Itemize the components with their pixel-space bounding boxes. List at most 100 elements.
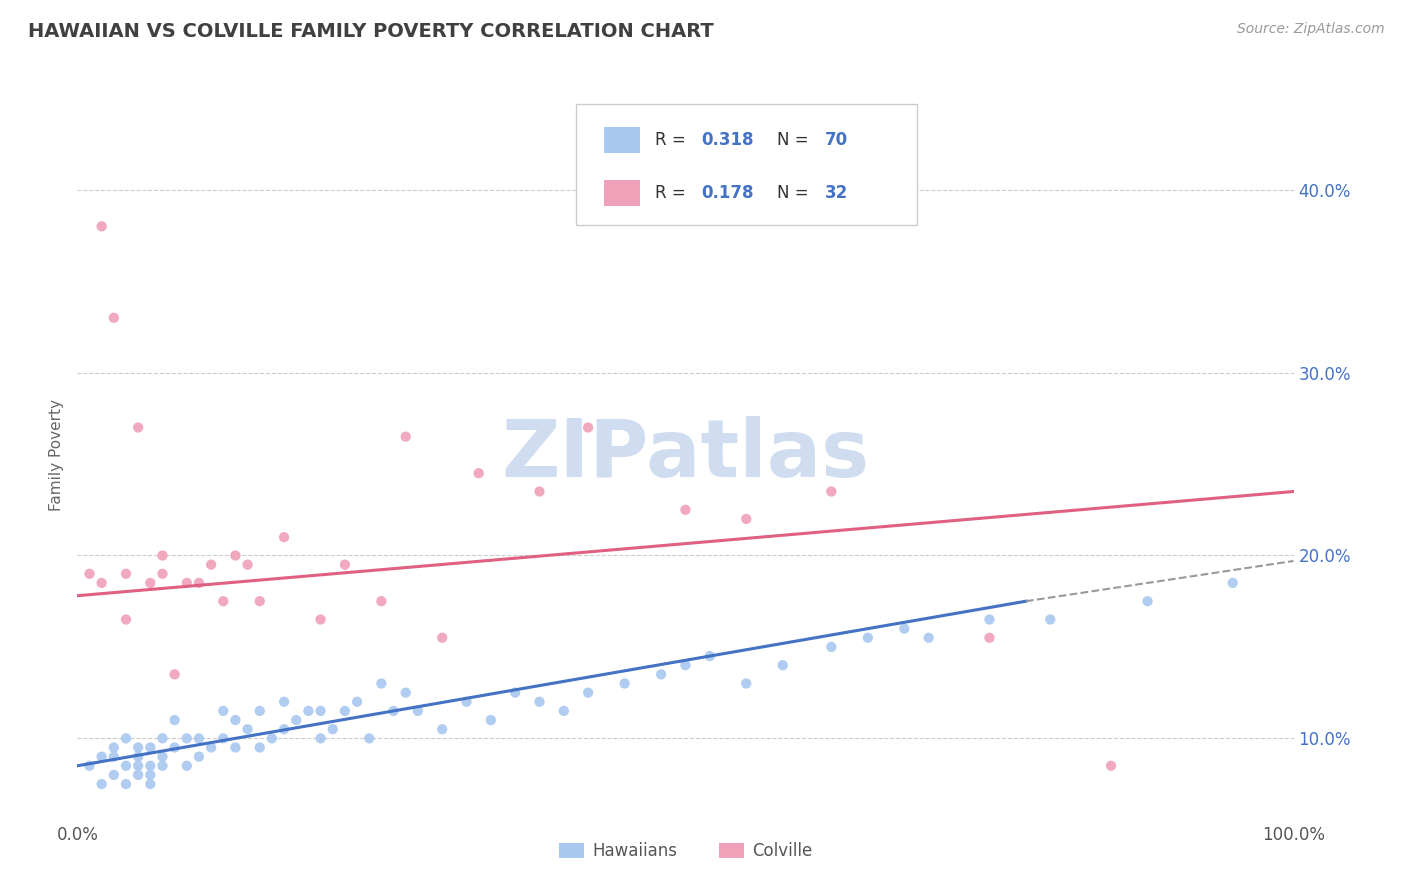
Point (650, 667, 672, 681)
Point (382, 704, 405, 718)
Point (152, 731, 174, 746)
Point (152, 758, 174, 772)
Point (893, 622, 915, 636)
Point (90, 219, 112, 234)
Point (139, 758, 162, 772)
Point (79, 758, 101, 772)
Point (236, 558, 259, 572)
Point (576, 420, 599, 434)
Point (127, 758, 149, 772)
Point (212, 731, 235, 746)
Point (370, 676, 392, 690)
Point (430, 631, 453, 645)
Point (103, 740, 125, 755)
Point (127, 420, 149, 434)
Point (212, 594, 235, 608)
Point (103, 749, 125, 764)
Point (152, 566, 174, 581)
Point (152, 749, 174, 764)
Point (979, 613, 1001, 627)
Point (273, 695, 295, 709)
Text: 70: 70 (825, 130, 848, 149)
Text: 32: 32 (825, 184, 849, 202)
Legend: Hawaiians, Colville: Hawaiians, Colville (553, 836, 818, 867)
Point (115, 758, 138, 772)
Point (163, 713, 186, 727)
Point (200, 740, 222, 755)
Point (309, 613, 332, 627)
Point (224, 549, 246, 563)
Point (479, 713, 502, 727)
Point (309, 731, 332, 746)
FancyBboxPatch shape (605, 180, 640, 206)
Text: N =: N = (776, 184, 814, 202)
Point (224, 740, 246, 755)
Point (90, 777, 112, 791)
Point (249, 704, 271, 718)
Point (90, 749, 112, 764)
Point (699, 649, 721, 664)
Point (115, 731, 138, 746)
Point (430, 723, 453, 737)
Point (1039, 613, 1062, 627)
Point (115, 613, 138, 627)
Text: ZIPatlas: ZIPatlas (502, 416, 869, 494)
Point (249, 594, 271, 608)
Point (395, 430, 418, 444)
Point (467, 466, 489, 480)
Text: R =: R = (655, 130, 690, 149)
Text: 0.318: 0.318 (702, 130, 754, 149)
Point (127, 740, 149, 755)
Point (139, 576, 162, 591)
Text: HAWAIIAN VS COLVILLE FAMILY POVERTY CORRELATION CHART: HAWAIIAN VS COLVILLE FAMILY POVERTY CORR… (28, 22, 714, 41)
Point (139, 740, 162, 755)
Point (285, 713, 308, 727)
Point (139, 777, 162, 791)
Point (188, 576, 211, 591)
Point (176, 576, 198, 591)
Point (613, 676, 636, 690)
Point (918, 631, 941, 645)
Point (188, 731, 211, 746)
Point (200, 558, 222, 572)
Point (1136, 594, 1159, 608)
Point (90, 576, 112, 591)
Point (346, 695, 368, 709)
Point (115, 777, 138, 791)
Point (273, 723, 295, 737)
Point (820, 484, 842, 499)
Point (979, 631, 1001, 645)
Point (529, 484, 551, 499)
Point (297, 704, 319, 718)
Point (529, 695, 551, 709)
Point (163, 667, 186, 681)
Point (395, 686, 418, 700)
Point (370, 594, 392, 608)
Point (333, 558, 356, 572)
Point (79, 566, 101, 581)
Y-axis label: Family Poverty: Family Poverty (49, 399, 65, 511)
Point (103, 768, 125, 782)
Point (127, 768, 149, 782)
Point (176, 731, 198, 746)
Point (675, 503, 697, 517)
Text: Source: ZipAtlas.com: Source: ZipAtlas.com (1237, 22, 1385, 37)
Point (503, 686, 526, 700)
Point (576, 686, 599, 700)
Point (359, 731, 381, 746)
Point (152, 549, 174, 563)
Point (236, 723, 259, 737)
Point (163, 740, 186, 755)
FancyBboxPatch shape (576, 103, 917, 225)
Point (176, 758, 198, 772)
Point (309, 704, 332, 718)
Point (103, 310, 125, 325)
Point (333, 704, 356, 718)
Point (735, 676, 758, 690)
Point (188, 749, 211, 764)
FancyBboxPatch shape (605, 127, 640, 153)
Point (675, 658, 697, 673)
Text: N =: N = (776, 130, 814, 149)
Point (224, 713, 246, 727)
Point (820, 640, 842, 654)
